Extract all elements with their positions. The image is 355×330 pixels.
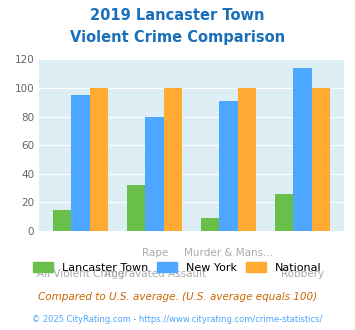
Text: Aggravated Assault: Aggravated Assault bbox=[104, 269, 206, 279]
Bar bbox=[238, 88, 256, 231]
Bar bbox=[127, 185, 146, 231]
Legend: Lancaster Town, New York, National: Lancaster Town, New York, National bbox=[29, 258, 326, 278]
Bar bbox=[53, 210, 71, 231]
Text: Murder & Mans...: Murder & Mans... bbox=[184, 248, 273, 258]
Bar bbox=[201, 218, 219, 231]
Text: Violent Crime Comparison: Violent Crime Comparison bbox=[70, 30, 285, 45]
Bar bbox=[275, 194, 294, 231]
Text: Compared to U.S. average. (U.S. average equals 100): Compared to U.S. average. (U.S. average … bbox=[38, 292, 317, 302]
Bar bbox=[219, 101, 238, 231]
Bar bbox=[71, 95, 90, 231]
Text: All Violent Crime: All Violent Crime bbox=[37, 269, 124, 279]
Text: Robbery: Robbery bbox=[281, 269, 324, 279]
Bar bbox=[164, 88, 182, 231]
Text: Rape: Rape bbox=[142, 248, 168, 258]
Bar bbox=[294, 68, 312, 231]
Text: 2019 Lancaster Town: 2019 Lancaster Town bbox=[90, 8, 265, 23]
Bar bbox=[146, 116, 164, 231]
Text: © 2025 CityRating.com - https://www.cityrating.com/crime-statistics/: © 2025 CityRating.com - https://www.city… bbox=[32, 315, 323, 324]
Bar bbox=[90, 88, 108, 231]
Bar bbox=[312, 88, 331, 231]
